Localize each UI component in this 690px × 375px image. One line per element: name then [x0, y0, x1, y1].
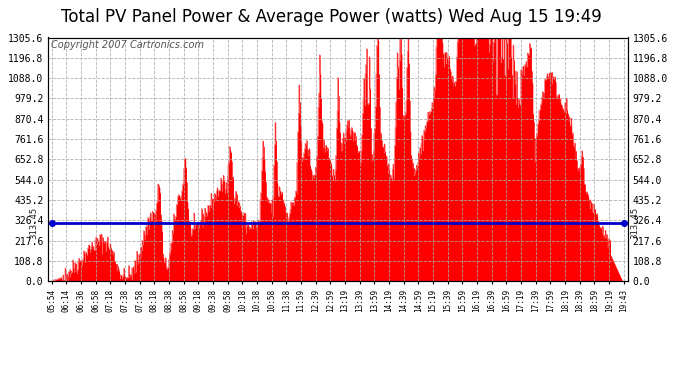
Text: Copyright 2007 Cartronics.com: Copyright 2007 Cartronics.com [51, 40, 204, 50]
Text: 313.45: 313.45 [29, 207, 38, 239]
Text: Total PV Panel Power & Average Power (watts) Wed Aug 15 19:49: Total PV Panel Power & Average Power (wa… [61, 8, 602, 26]
Text: 313.45: 313.45 [630, 207, 639, 239]
